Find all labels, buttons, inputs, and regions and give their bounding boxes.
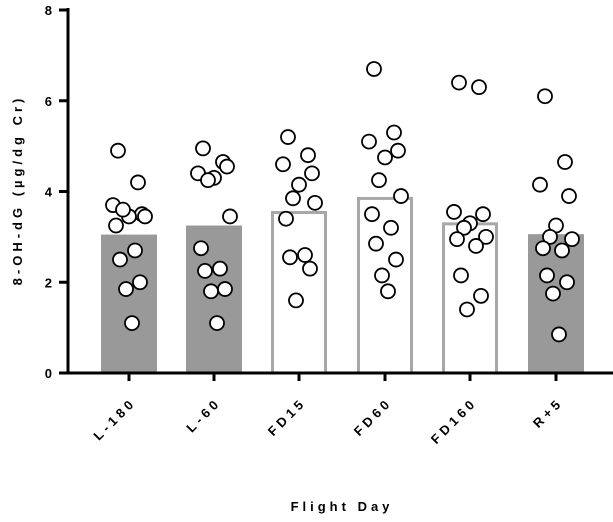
data-point <box>366 61 382 77</box>
data-point <box>112 251 128 268</box>
data-point <box>380 283 396 300</box>
data-point <box>545 285 561 302</box>
data-point <box>377 149 393 166</box>
data-point <box>282 249 298 266</box>
data-point <box>217 281 233 297</box>
points-layer <box>105 61 580 343</box>
data-point <box>386 124 402 141</box>
data-point <box>209 315 225 331</box>
x-axis-title: Flight Day <box>291 499 394 514</box>
data-point <box>200 172 216 189</box>
data-point <box>203 283 219 300</box>
x-tick-label: R+5 <box>530 395 566 431</box>
data-point <box>561 188 577 204</box>
data-point <box>537 88 553 105</box>
data-point <box>124 315 140 331</box>
data-point <box>361 133 377 150</box>
bars-layer <box>101 196 584 375</box>
data-point <box>364 206 380 223</box>
data-point <box>471 79 487 96</box>
data-point <box>222 208 238 225</box>
bar-L-180 <box>101 234 157 373</box>
x-ticks-layer: L-180 L-60 FD15 FD60 FD160 R+5 <box>90 373 566 447</box>
data-point <box>132 274 148 291</box>
y-tick-label: 6 <box>45 94 52 109</box>
y-tick-label: 8 <box>45 3 52 18</box>
data-point <box>551 326 567 343</box>
data-point <box>451 74 467 91</box>
data-point <box>390 142 406 159</box>
data-point <box>542 228 558 245</box>
data-point <box>288 292 304 309</box>
x-tick-label: FD60 <box>351 395 395 439</box>
data-point <box>473 287 489 304</box>
data-point <box>456 219 472 236</box>
data-point <box>193 240 209 257</box>
data-point <box>137 208 153 225</box>
data-point <box>459 301 475 318</box>
data-point <box>118 281 134 297</box>
y-tick-label: 4 <box>45 185 53 200</box>
data-point <box>554 242 570 259</box>
y-tick-label: 0 <box>45 366 52 381</box>
data-point <box>130 174 146 191</box>
bar-FD15 <box>271 211 327 375</box>
data-point <box>478 228 494 245</box>
data-point <box>374 267 390 284</box>
data-point <box>535 240 551 257</box>
data-point <box>449 231 465 248</box>
data-point <box>453 267 469 284</box>
data-point <box>307 194 323 211</box>
data-point <box>559 274 575 291</box>
data-point <box>110 142 126 159</box>
data-point <box>115 201 131 218</box>
data-point <box>275 156 291 173</box>
data-point <box>383 219 399 236</box>
y-axis-title: 8-OH-dG (µg/dg Cr) <box>10 95 25 286</box>
x-tick-label: FD160 <box>428 395 480 447</box>
data-point <box>195 140 211 157</box>
data-point <box>285 190 301 207</box>
data-point <box>393 188 409 204</box>
data-point <box>475 206 491 223</box>
data-point <box>108 217 124 234</box>
data-point <box>212 260 228 277</box>
data-point <box>388 251 404 268</box>
data-point <box>280 129 296 145</box>
bar-R+5 <box>528 234 584 373</box>
data-point <box>468 238 484 254</box>
data-point <box>127 242 143 259</box>
data-point <box>291 176 307 193</box>
data-point <box>304 165 320 182</box>
data-point <box>302 260 318 277</box>
data-point <box>300 147 316 164</box>
y-tick-label: 2 <box>45 275 52 290</box>
x-tick-label: FD15 <box>265 395 309 439</box>
y-ticks-layer: 0 2 4 6 8 <box>45 3 68 381</box>
x-tick-label: L-180 <box>90 395 139 444</box>
data-point <box>557 154 573 170</box>
data-point <box>371 172 387 189</box>
data-point <box>197 263 213 279</box>
x-tick-label: L-60 <box>183 395 224 436</box>
data-point <box>278 210 294 227</box>
data-point <box>297 247 313 263</box>
data-point <box>539 267 555 284</box>
data-point <box>446 204 462 220</box>
data-point <box>564 231 580 248</box>
data-point <box>532 176 548 193</box>
data-point <box>219 158 235 175</box>
data-point <box>368 235 384 252</box>
